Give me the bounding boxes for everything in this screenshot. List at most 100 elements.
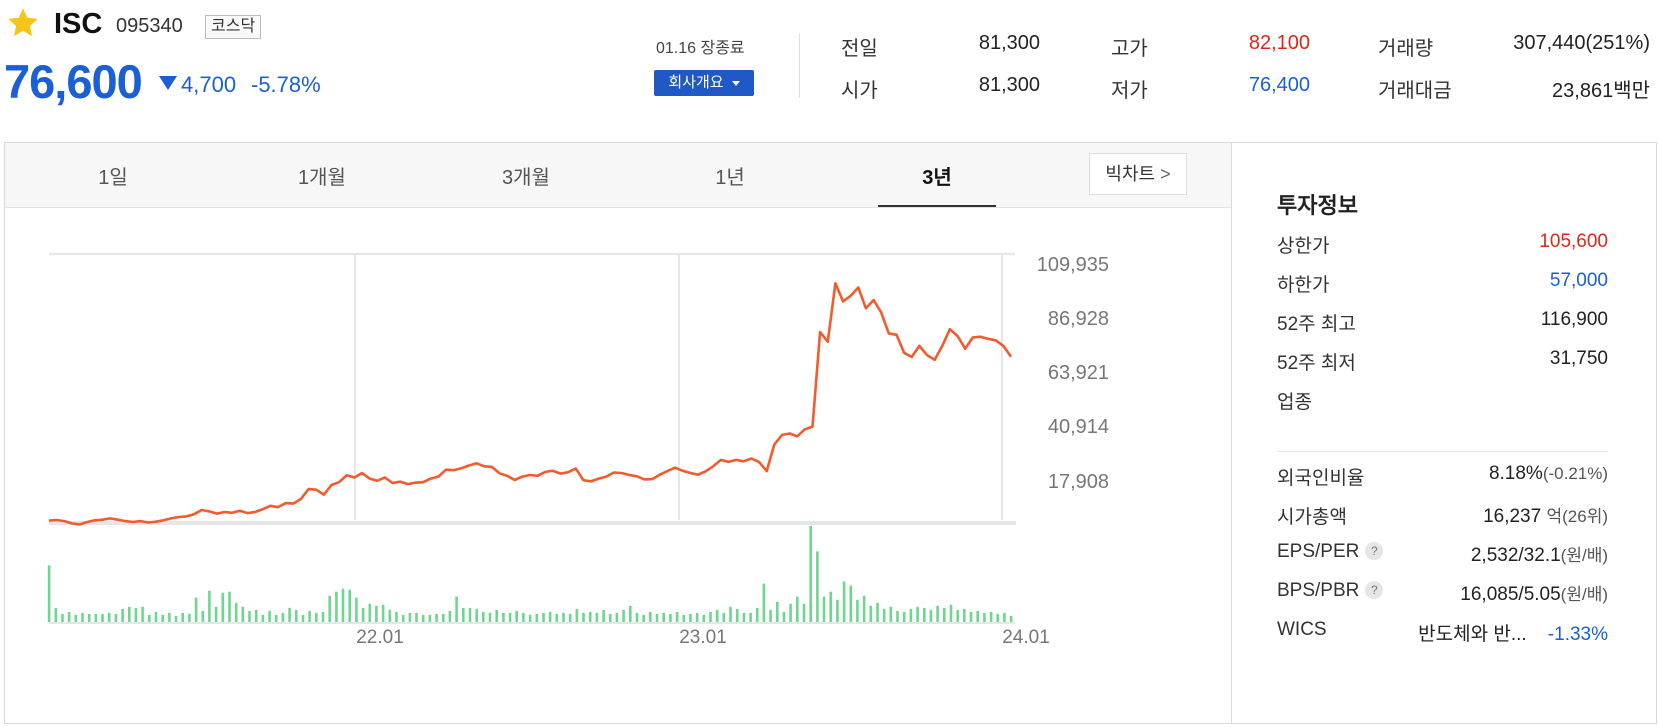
volume-bar bbox=[462, 607, 465, 622]
volume-bar bbox=[755, 607, 759, 622]
volume-bar bbox=[849, 585, 853, 622]
volume-bar bbox=[475, 608, 478, 622]
volume-bar bbox=[101, 613, 104, 622]
question-icon[interactable]: ? bbox=[1365, 542, 1384, 560]
volume-bar bbox=[355, 597, 358, 622]
volume-bar bbox=[602, 609, 605, 622]
big-chart-button[interactable]: 빅차트 > bbox=[1089, 153, 1187, 195]
volume-bar bbox=[348, 589, 351, 622]
foreign-ratio-change: (-0.21%) bbox=[1542, 464, 1608, 483]
chevron-right-icon: > bbox=[1160, 164, 1171, 184]
question-icon[interactable]: ? bbox=[1365, 581, 1384, 599]
volume-bar bbox=[876, 602, 879, 622]
volume-bar bbox=[969, 611, 973, 622]
prev-close-label: 전일 bbox=[841, 38, 878, 60]
volume-bar bbox=[996, 613, 999, 622]
volume-bar bbox=[341, 588, 345, 622]
volume-bar bbox=[368, 603, 372, 622]
volume-bar bbox=[154, 611, 158, 622]
price-change: 4,700 bbox=[181, 72, 237, 97]
x-tick-label: 24.01 bbox=[1002, 627, 1050, 648]
volume-label: 거래량 bbox=[1378, 38, 1434, 60]
volume-bar bbox=[582, 612, 585, 622]
y-tick-label: 109,935 bbox=[1037, 254, 1109, 276]
market-cap-value: 16,237 억(26위) bbox=[1483, 502, 1608, 528]
eps-per-label: EPS/PER bbox=[1277, 541, 1360, 562]
volume-bar bbox=[729, 606, 732, 622]
foreign-ratio-value: 8.18%(-0.21%) bbox=[1489, 463, 1608, 485]
panel-divider bbox=[1277, 451, 1608, 452]
bps-pbr-label-wrap: BPS/PBR? bbox=[1277, 580, 1384, 602]
volume-bar bbox=[181, 612, 184, 622]
lower-limit-value: 57,000 bbox=[1549, 270, 1608, 291]
lower-limit-row: 하한가 57,000 bbox=[1277, 270, 1608, 300]
trade-amount-label: 거래대금 bbox=[1378, 80, 1452, 102]
volume-bar bbox=[455, 596, 458, 622]
volume-bar bbox=[228, 591, 231, 622]
tab-3y[interactable]: 3년 bbox=[922, 167, 952, 189]
volume-bar bbox=[515, 610, 518, 622]
high-value: 82,100 bbox=[1248, 32, 1310, 54]
volume-bar bbox=[54, 607, 58, 622]
tab-1y[interactable]: 1년 bbox=[715, 167, 745, 189]
volume-bar bbox=[856, 599, 859, 622]
52w-high-label: 52주 최고 bbox=[1277, 314, 1356, 335]
star-icon[interactable] bbox=[6, 6, 40, 40]
volume-bar bbox=[174, 615, 178, 622]
volume-bar bbox=[902, 611, 906, 622]
volume-bar bbox=[388, 609, 392, 622]
prev-close-value: 81,300 bbox=[978, 32, 1040, 54]
tab-1m[interactable]: 1개월 bbox=[298, 167, 346, 189]
volume-bar bbox=[802, 603, 806, 622]
trade-amount-unit: 백만 bbox=[1613, 80, 1650, 102]
volume-bar bbox=[568, 613, 572, 622]
down-arrow-icon bbox=[159, 76, 177, 90]
volume-bar bbox=[482, 611, 485, 622]
wics-sector[interactable]: 반도체와 반... bbox=[1418, 624, 1527, 645]
volume-bar bbox=[936, 605, 939, 622]
y-axis: 109,935 86,928 63,921 40,914 17,908 bbox=[1037, 254, 1109, 493]
wics-row: WICS 반도체와 반... -1.33% bbox=[1277, 619, 1608, 649]
upper-limit-row: 상한가 105,600 bbox=[1277, 231, 1608, 261]
eps-per-label-wrap: EPS/PER? bbox=[1277, 541, 1384, 563]
eps-per-number: 2,532/32.1 bbox=[1470, 545, 1561, 566]
volume-bar bbox=[635, 612, 639, 622]
market-cap-number: 16,237 bbox=[1483, 506, 1542, 527]
volume-bar bbox=[221, 592, 225, 622]
volume-bar bbox=[675, 611, 679, 622]
volume-bar bbox=[315, 612, 318, 622]
volume-bar bbox=[74, 614, 78, 622]
lower-limit-label: 하한가 bbox=[1277, 275, 1330, 296]
open-value: 81,300 bbox=[978, 74, 1040, 96]
volume-bar bbox=[749, 612, 752, 622]
volume-bar bbox=[375, 605, 378, 622]
volume-bar bbox=[963, 608, 966, 622]
market-cap-rank: 억(26위) bbox=[1546, 507, 1608, 526]
stock-name: ISC bbox=[54, 8, 103, 40]
upper-limit-value: 105,600 bbox=[1539, 231, 1608, 252]
volume-value: 307,440(251%) bbox=[1513, 32, 1650, 54]
wics-label: WICS bbox=[1277, 619, 1327, 640]
volume-bar bbox=[395, 611, 398, 622]
company-overview-button[interactable]: 회사개요 bbox=[654, 70, 754, 96]
volume-bar bbox=[943, 607, 946, 622]
price-change-rate: -5.78% bbox=[251, 72, 321, 97]
bps-pbr-number: 16,085/5.05 bbox=[1460, 584, 1561, 605]
volume-bar bbox=[896, 610, 899, 622]
volume-bar bbox=[81, 612, 84, 622]
low-value: 76,400 bbox=[1248, 74, 1310, 96]
low-label: 저가 bbox=[1111, 80, 1148, 102]
volume-bar bbox=[535, 613, 539, 622]
volume-bar bbox=[642, 614, 645, 622]
foreign-ratio-row: 외국인비율 8.18%(-0.21%) bbox=[1277, 463, 1608, 493]
volume-bar bbox=[308, 610, 311, 622]
y-tick-label: 86,928 bbox=[1048, 308, 1109, 330]
volume-bar bbox=[622, 609, 625, 622]
volume-bar bbox=[134, 607, 138, 622]
tab-3m[interactable]: 3개월 bbox=[502, 167, 550, 189]
session-status: 01.16 장종료 bbox=[656, 40, 745, 57]
tab-1d[interactable]: 1일 bbox=[98, 167, 128, 189]
investment-info-panel: 투자정보 상한가 105,600 하한가 57,000 52주 최고 116,9… bbox=[1231, 142, 1657, 724]
market-cap-row: 시가총액 16,237 억(26위) bbox=[1277, 502, 1608, 532]
volume-bar bbox=[468, 607, 472, 622]
